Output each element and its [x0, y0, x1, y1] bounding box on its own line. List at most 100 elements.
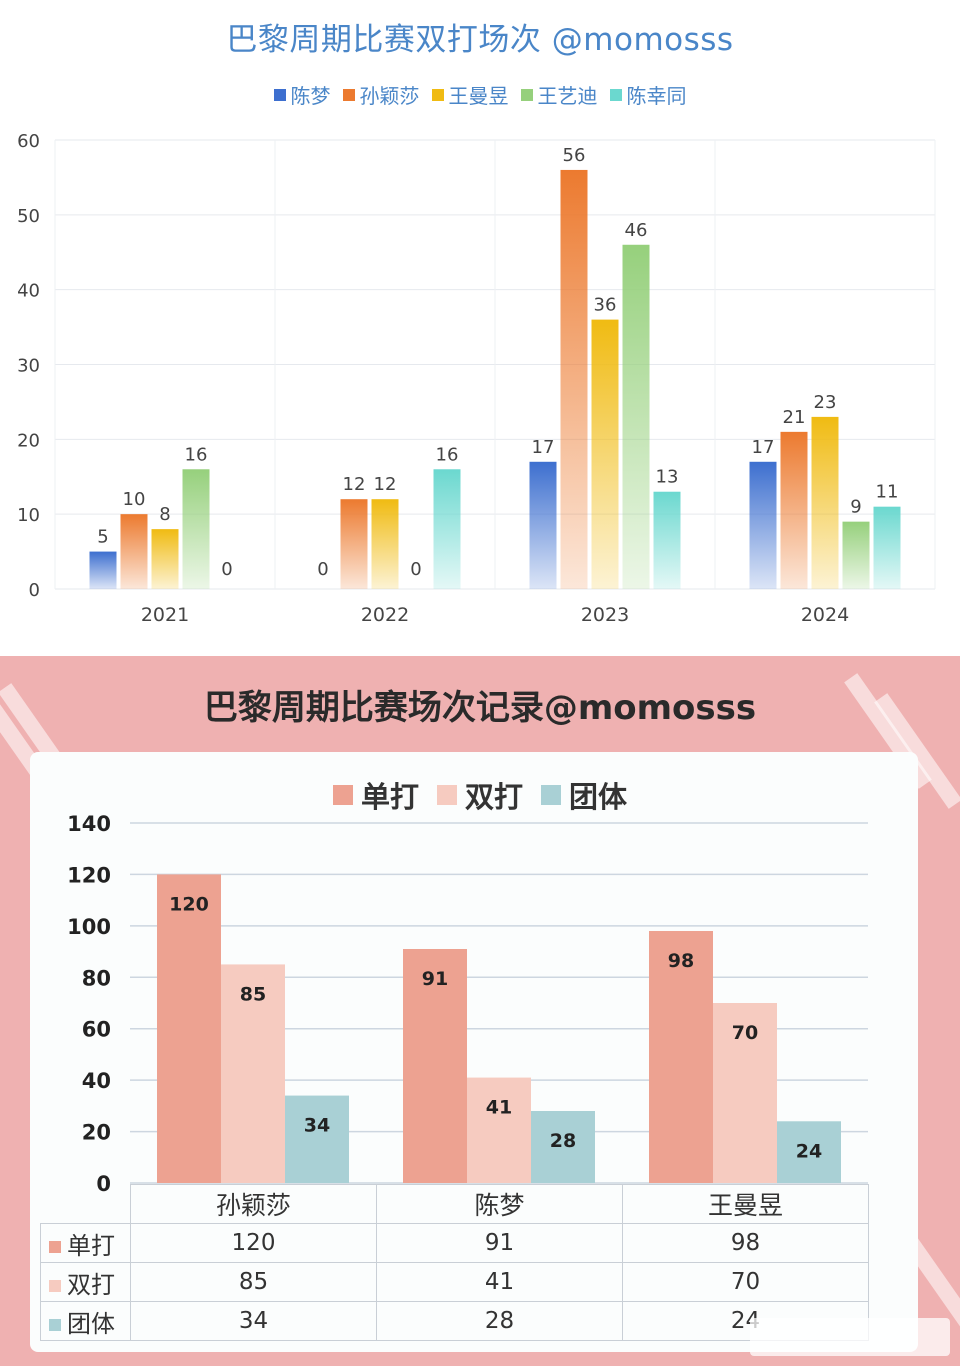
legend-label: 陈梦	[290, 84, 331, 108]
data-label: 5	[97, 527, 108, 548]
data-label: 16	[436, 444, 459, 465]
legend-swatch	[431, 88, 444, 101]
bar	[433, 469, 461, 589]
data-label: 85	[240, 983, 266, 1005]
legend-item: 双打	[436, 774, 523, 816]
data-label: 41	[486, 1097, 512, 1119]
table-row-header: 双打	[40, 1262, 131, 1302]
y-tick-label: 40	[82, 1069, 111, 1093]
legend-swatch	[49, 1240, 61, 1253]
data-label: 120	[169, 893, 209, 915]
bar	[842, 521, 870, 589]
data-label: 9	[850, 497, 861, 518]
legend-label: 王曼昱	[448, 84, 509, 108]
bar	[221, 964, 285, 1183]
legend-swatch	[273, 88, 286, 101]
y-tick-label: 0	[29, 580, 40, 601]
legend-item: 孙颖莎	[342, 80, 420, 109]
bar	[467, 1077, 531, 1183]
table-header-row: 孙颖莎 陈梦 王曼昱	[40, 1184, 869, 1224]
data-label: 8	[159, 504, 170, 525]
data-label: 70	[732, 1022, 758, 1044]
legend-label: 单打	[360, 780, 419, 814]
matches-chart-title: 巴黎周期比赛场次记录@momosss	[203, 688, 757, 728]
doubles-chart-legend: 陈梦 孙颖莎 王曼昱 王艺迪 陈幸同	[0, 80, 960, 109]
legend-swatch	[49, 1279, 61, 1292]
data-label: 23	[814, 392, 837, 413]
data-label: 24	[796, 1140, 822, 1162]
matches-chart-panel: 巴黎周期比赛场次记录@momosss 单打 双打 团体 0 20 40 60 80 100 12…	[0, 656, 960, 1366]
bar	[811, 416, 839, 589]
row-label: 团体	[67, 1309, 115, 1338]
doubles-chart-title: 巴黎周期比赛双打场次 @momosss	[226, 22, 734, 58]
table-cell: 85	[130, 1262, 377, 1302]
bar	[371, 499, 399, 589]
legend-item: 陈梦	[273, 80, 331, 109]
table-cell: 24	[622, 1301, 869, 1341]
y-tick-label: 20	[82, 1121, 111, 1145]
data-label: 10	[123, 489, 146, 510]
row-label: 双打	[67, 1270, 115, 1299]
legend-swatch	[342, 88, 355, 101]
bar	[120, 514, 148, 589]
table-cell: 41	[376, 1262, 623, 1302]
table-cell: 70	[622, 1262, 869, 1302]
bar	[749, 461, 777, 589]
x-tick-label: 2024	[801, 604, 849, 626]
bar	[340, 499, 368, 589]
table-cell: 34	[130, 1301, 377, 1341]
legend-swatch	[49, 1318, 61, 1331]
table-col-header: 陈梦	[376, 1184, 623, 1224]
y-tick-label: 10	[17, 505, 40, 526]
legend-label: 陈幸同	[626, 84, 687, 108]
data-label: 12	[343, 474, 366, 495]
y-tick-label: 30	[17, 356, 40, 377]
data-label: 17	[752, 437, 775, 458]
data-label: 28	[550, 1130, 576, 1152]
bar	[89, 551, 117, 589]
bar	[182, 469, 210, 589]
doubles-chart-plot: 0 10 20 30 40 50 60 5 10 8 16 0 2021 0 12 12 0 16 2022 17 56…	[17, 131, 936, 626]
y-tick-label: 80	[82, 966, 111, 990]
legend-swatch	[520, 88, 533, 101]
bar	[151, 529, 179, 589]
bar	[873, 506, 901, 589]
bar	[713, 1003, 777, 1183]
table-row-header: 团体	[40, 1301, 131, 1341]
watermark-overlay	[750, 1318, 950, 1356]
legend-item: 陈幸同	[609, 80, 687, 109]
table-cell: 120	[130, 1223, 377, 1263]
data-label: 0	[317, 559, 328, 580]
legend-swatch	[541, 785, 561, 805]
matches-chart-legend: 单打 双打 团体	[0, 774, 960, 816]
y-tick-label: 20	[17, 430, 40, 451]
bar	[157, 874, 221, 1183]
data-label: 11	[876, 482, 899, 503]
data-label: 16	[185, 444, 208, 465]
y-tick-label: 120	[67, 863, 111, 887]
bar	[529, 461, 557, 589]
legend-swatch	[609, 88, 622, 101]
legend-label: 双打	[464, 780, 523, 814]
legend-item: 王艺迪	[520, 80, 598, 109]
bar	[622, 244, 650, 589]
table-cell: 98	[622, 1223, 869, 1263]
y-tick-label: 100	[67, 915, 111, 939]
data-label: 46	[625, 220, 648, 241]
bar	[285, 1095, 349, 1183]
legend-label: 团体	[569, 780, 628, 814]
data-label: 91	[422, 968, 448, 990]
bar	[777, 1121, 841, 1183]
matches-data-table: 孙颖莎 陈梦 王曼昱 单打 120 91 98 双打 85 41 70 团体 3…	[40, 1184, 869, 1341]
bar	[531, 1111, 595, 1183]
doubles-chart-panel: 巴黎周期比赛双打场次 @momosss 陈梦 孙颖莎 王曼昱 王艺迪 陈幸同 0 10 20…	[0, 0, 960, 652]
table-row-header: 单打	[40, 1223, 131, 1263]
legend-item: 单打	[332, 774, 419, 816]
legend-item: 王曼昱	[431, 80, 509, 109]
legend-item: 团体	[541, 774, 627, 816]
row-label: 单打	[67, 1231, 115, 1260]
data-label: 36	[594, 295, 617, 316]
y-tick-label: 60	[17, 131, 40, 152]
bar	[591, 319, 619, 589]
